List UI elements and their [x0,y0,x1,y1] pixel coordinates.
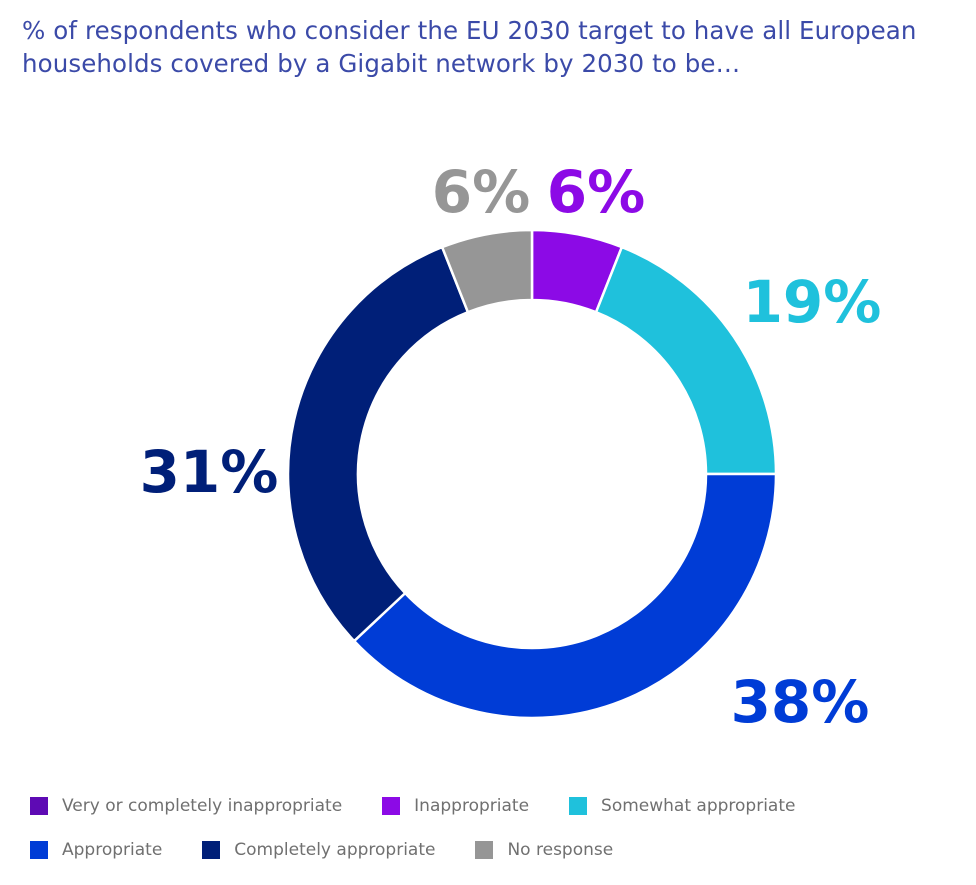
legend-item-inappropriate: Inappropriate [382,796,529,816]
legend-swatch [30,841,48,859]
legend-label: No response [507,840,614,860]
legend-swatch [30,797,48,815]
legend-item-appropriate: Appropriate [30,840,162,860]
legend-label: Inappropriate [414,796,530,816]
data-label-no-response: 6% [432,158,530,226]
legend-swatch [202,841,221,859]
data-label-somewhat-appropriate: 19% [743,268,882,336]
slice-no-response [440,228,534,314]
legend-label: Somewhat appropriate [601,796,796,816]
legend-label: Appropriate [62,840,163,860]
legend-row: Appropriate Completely appropriate No resp… [30,828,970,872]
legend-item-very-or-completely-inappropriate: Very or completely inappropriate [30,796,342,816]
legend-item-somewhat-appropriate: Somewhat appropriate [569,796,795,816]
legend: Very or completely inappropriate Inapprop… [30,784,970,872]
legend-label: Completely appropriate [234,840,436,860]
legend-item-completely-appropriate: Completely appropriate [202,840,435,860]
slice-completely-appropriate [286,245,470,643]
legend-swatch [382,797,401,815]
legend-row: Very or completely inappropriate Inapprop… [30,784,970,828]
slice-appropriate [352,472,778,720]
chart-title: % of respondents who consider the EU 203… [22,16,917,78]
legend-swatch [569,797,588,815]
legend-swatch [475,841,494,859]
legend-item-no-response: No response [475,840,613,860]
data-label-inappropriate: 6% [547,158,645,226]
data-label-completely-appropriate: 31% [140,438,279,506]
data-label-appropriate: 38% [731,668,870,736]
legend-label: Very or completely inappropriate [62,796,343,816]
